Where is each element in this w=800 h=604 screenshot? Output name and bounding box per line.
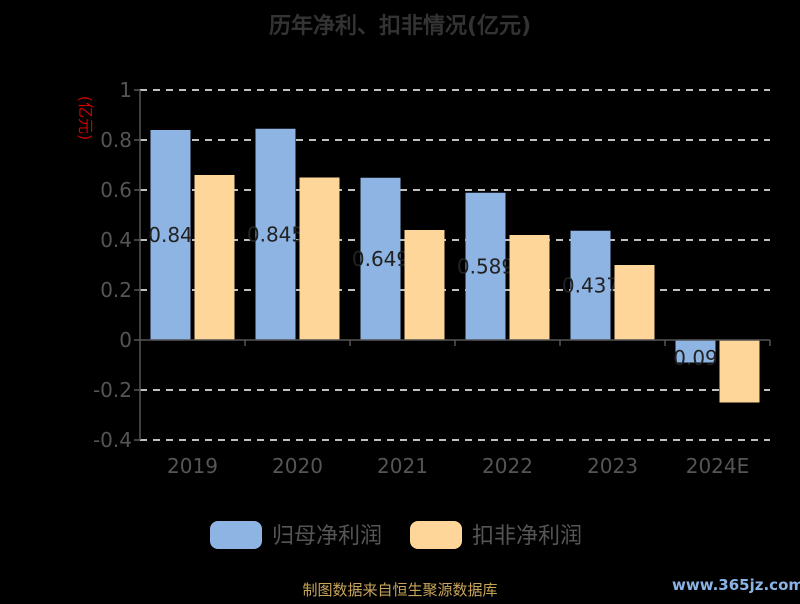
y-tick-label: -0.4 (93, 428, 132, 452)
legend: 归母净利润 扣非净利润 (210, 521, 582, 549)
bar-data-label: 0.437 (562, 273, 619, 297)
y-tick-label: 0.8 (100, 128, 132, 152)
bar-data-label: 0.589 (457, 254, 514, 278)
chart-title: 历年净利、扣非情况(亿元) (269, 13, 531, 39)
source-footer: 制图数据来自恒生聚源数据库 (302, 581, 497, 599)
x-tick-label: 2019 (167, 454, 218, 478)
y-tick-label: 0.4 (100, 228, 132, 252)
x-tick-label: 2023 (587, 454, 638, 478)
bar-deducted-profit-2024E (719, 340, 760, 403)
y-tick-label: 0 (119, 328, 132, 352)
legend-label: 扣非净利润 (472, 524, 582, 549)
bar-deducted-profit-2019 (194, 175, 235, 340)
watermark: www.365jz.com (672, 576, 800, 594)
x-tick-label: 2020 (272, 454, 323, 478)
y-tick-label: -0.2 (93, 378, 132, 402)
bar-data-label: 0.649 (352, 247, 409, 271)
bar-deducted-profit-2020 (299, 177, 340, 340)
bar-net-profit-2019 (150, 130, 191, 340)
bar-net-profit-2020 (255, 128, 296, 340)
bar-data-label: 0.845 (247, 222, 304, 246)
bar-net-profit-2023 (570, 230, 611, 340)
bar-data-label: 0.84 (148, 223, 193, 247)
x-tick-label: 2024E (686, 454, 750, 478)
grid-lines (140, 89, 770, 441)
x-tick-label: 2021 (377, 454, 428, 478)
legend-label: 归母净利润 (272, 524, 382, 549)
x-tick-label: 2022 (482, 454, 533, 478)
bar-net-profit-2022 (465, 192, 506, 340)
legend-swatch (410, 521, 462, 549)
legend-swatch (210, 521, 262, 549)
y-tick-label: 1 (119, 78, 132, 102)
y-axis-label: (亿元) (76, 96, 95, 141)
axes: 1 0.8 0.6 0.4 0.2 0 -0.2 -0.4 2019 2020 2021 2022 20… (93, 78, 771, 478)
bar-net-profit-2024E (675, 340, 716, 363)
bar-deducted-profit-2023 (614, 265, 655, 340)
y-tick-label: 0.6 (100, 178, 132, 202)
bar-deducted-profit-2022 (509, 235, 550, 340)
bar-deducted-profit-2021 (404, 230, 445, 340)
y-tick-label: 0.2 (100, 278, 132, 302)
bar-net-profit-2021 (360, 177, 401, 340)
bar-data-label: 0.09 (673, 346, 718, 370)
bars: 0.84 0.845 0.649 0.589 0.437 0.09 (148, 128, 760, 403)
